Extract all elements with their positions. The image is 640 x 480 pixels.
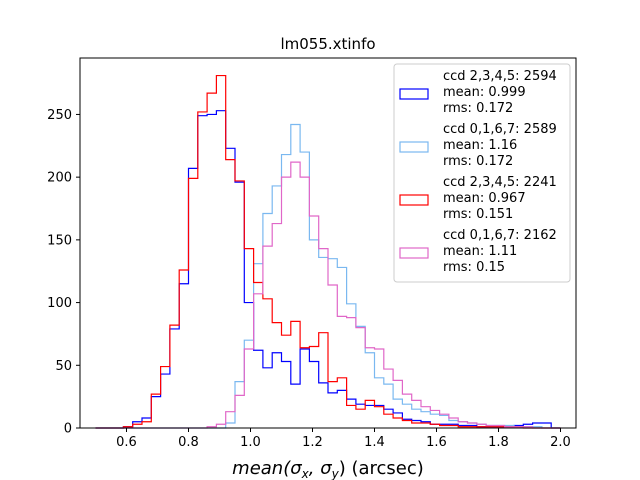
x-tick-label: 0.8	[178, 435, 199, 450]
legend-entry-text: ccd 2,3,4,5: 2241	[443, 175, 557, 190]
x-tick-label: 1.2	[302, 435, 323, 450]
legend-swatch-1	[399, 88, 429, 100]
chart-title: lm055.xtinfo	[280, 35, 375, 53]
legend-entry-text: mean: 1.11	[443, 244, 517, 259]
x-axis: 0.6 0.8 1.0 1.2 1.4 1.6 1.8 2.0	[116, 428, 571, 450]
x-tick-label: 1.4	[364, 435, 385, 450]
legend-entry-text: ccd 0,1,6,7: 2162	[443, 228, 557, 243]
legend-entry-text: ccd 0,1,6,7: 2589	[443, 122, 557, 137]
y-tick-label: 100	[47, 296, 72, 311]
legend-entry-text: rms: 0.151	[443, 207, 513, 222]
y-tick-label: 250	[47, 108, 72, 123]
x-tick-label: 1.6	[426, 435, 447, 450]
legend-entry-text: mean: 0.967	[443, 191, 526, 206]
legend-entry-text: ccd 2,3,4,5: 2594	[443, 69, 557, 84]
legend-entry-text: mean: 1.16	[443, 138, 517, 153]
legend-entry-text: rms: 0.15	[443, 260, 505, 275]
plot-frame	[79, 57, 577, 429]
legend-swatch-3	[399, 194, 429, 206]
y-tick-label: 0	[64, 422, 72, 437]
histogram-series-1	[95, 110, 561, 429]
y-axis: 0 50 100 150 200 250	[47, 108, 80, 437]
x-tick-label: 1.8	[488, 435, 509, 450]
legend-swatch-4	[399, 247, 429, 259]
legend-frame	[393, 63, 571, 283]
legend-entry-text: mean: 0.999	[443, 85, 526, 100]
y-tick-label: 200	[47, 171, 72, 186]
legend-entry-text: rms: 0.172	[443, 154, 513, 169]
histogram-series-3	[95, 74, 561, 429]
x-tick-label: 2.0	[550, 435, 571, 450]
legend-entry-text: rms: 0.172	[443, 101, 513, 116]
y-tick-label: 50	[55, 359, 72, 374]
x-tick-label: 1.0	[240, 435, 261, 450]
legend-swatch-2	[399, 141, 429, 153]
y-tick-label: 150	[47, 233, 72, 248]
x-tick-label: 0.6	[116, 435, 137, 450]
x-axis-label: mean(σx, σy) (arcsec)	[232, 458, 424, 480]
histogram-series-4	[95, 161, 561, 429]
